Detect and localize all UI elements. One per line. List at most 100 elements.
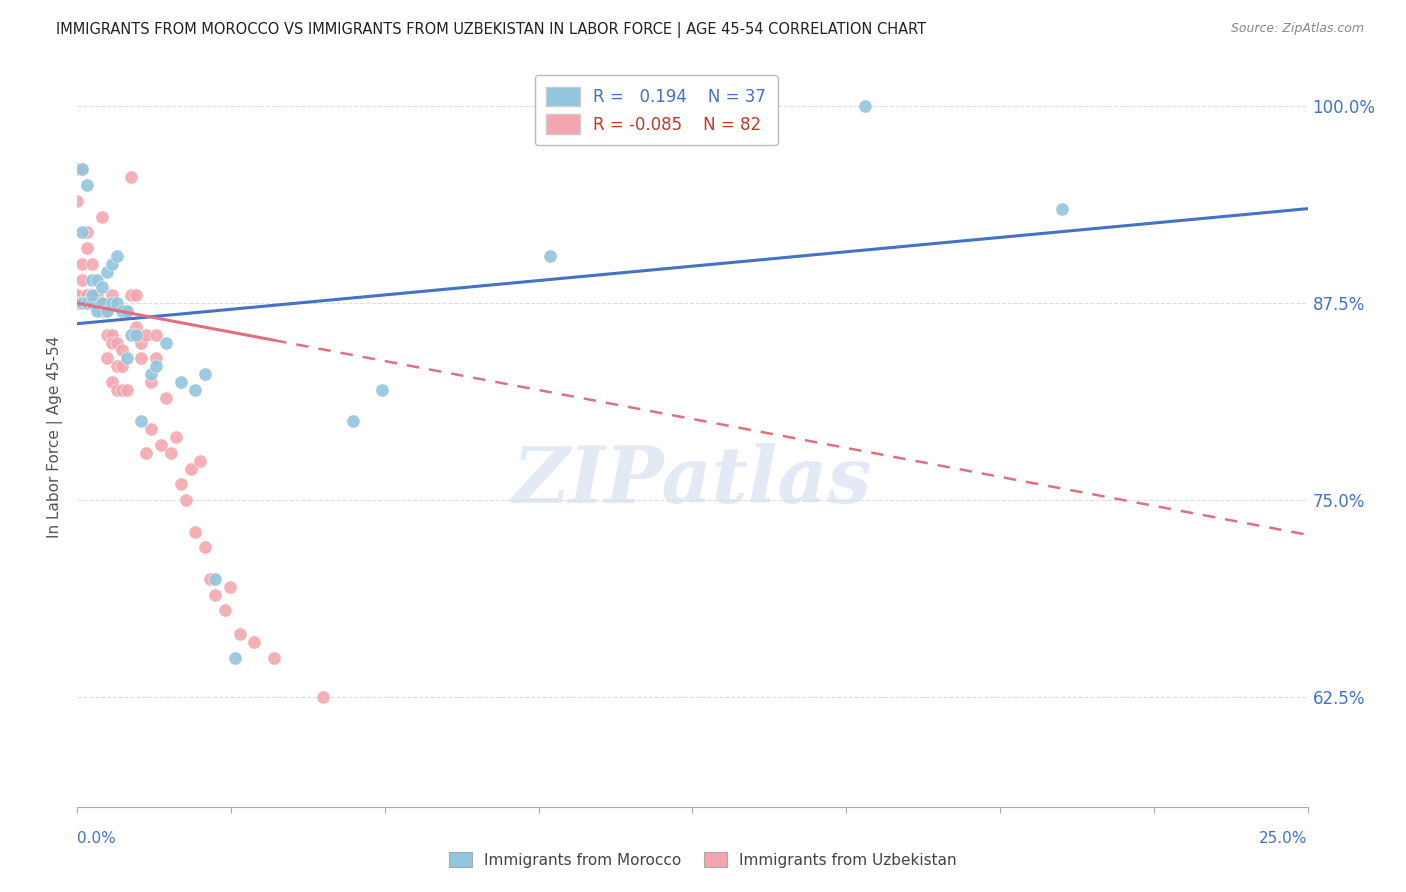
Point [174, 493, 197, 508]
Point [105, 335, 128, 350]
Text: ZIPatlas: ZIPatlas [513, 443, 872, 520]
Point [228, 627, 252, 641]
Point [150, 438, 173, 452]
Legend: Immigrants from Morocco, Immigrants from Uzbekistan: Immigrants from Morocco, Immigrants from… [441, 844, 965, 875]
Point [121, 327, 143, 342]
Point [70, 162, 93, 177]
Point [121, 288, 143, 302]
Point [82, 288, 104, 302]
Point [66, 288, 89, 302]
Point [90, 296, 114, 310]
Point [125, 319, 148, 334]
Point [76, 241, 98, 255]
Point [115, 304, 138, 318]
Point [90, 304, 114, 318]
Point [82, 288, 104, 302]
Point [96, 265, 118, 279]
Point [82, 257, 104, 271]
Point [371, 383, 394, 397]
Point [155, 335, 177, 350]
Point [70, 257, 93, 271]
Point [76, 296, 98, 310]
Point [141, 367, 163, 381]
Point [76, 178, 98, 192]
Point [66, 288, 89, 302]
Point [96, 304, 118, 318]
Point [115, 351, 138, 366]
Point [111, 304, 132, 318]
Point [105, 359, 128, 374]
Point [263, 650, 285, 665]
Point [170, 477, 193, 491]
Point [96, 327, 118, 342]
Point [141, 375, 163, 389]
Point [90, 296, 114, 310]
Point [194, 541, 217, 555]
Point [129, 335, 153, 350]
Point [82, 272, 104, 286]
Point [194, 367, 217, 381]
Point [76, 296, 98, 310]
Text: Source: ZipAtlas.com: Source: ZipAtlas.com [1230, 22, 1364, 36]
Point [853, 99, 876, 113]
Point [70, 296, 93, 310]
Text: 0.0%: 0.0% [77, 831, 117, 847]
Point [70, 162, 93, 177]
Point [86, 296, 108, 310]
Point [70, 296, 93, 310]
Point [101, 257, 124, 271]
Point [111, 359, 132, 374]
Point [66, 162, 89, 177]
Point [66, 296, 89, 310]
Point [82, 296, 104, 310]
Point [70, 296, 93, 310]
Point [125, 327, 148, 342]
Point [135, 446, 157, 460]
Point [90, 296, 114, 310]
Point [86, 304, 108, 318]
Point [115, 304, 138, 318]
Point [135, 327, 157, 342]
Point [76, 296, 98, 310]
Point [101, 335, 124, 350]
Point [224, 650, 246, 665]
Point [90, 304, 114, 318]
Point [165, 430, 187, 444]
Point [76, 296, 98, 310]
Point [86, 272, 108, 286]
Y-axis label: In Labor Force | Age 45-54: In Labor Force | Age 45-54 [48, 336, 63, 538]
Point [101, 296, 124, 310]
Point [125, 327, 148, 342]
Point [82, 296, 104, 310]
Point [76, 288, 98, 302]
Point [538, 249, 561, 263]
Point [105, 383, 128, 397]
Point [342, 414, 364, 428]
Point [204, 572, 226, 586]
Legend: R =   0.194    N = 37, R = -0.085    N = 82: R = 0.194 N = 37, R = -0.085 N = 82 [534, 75, 778, 145]
Point [219, 580, 242, 594]
Point [101, 327, 124, 342]
Point [86, 296, 108, 310]
Point [204, 588, 226, 602]
Text: 25.0%: 25.0% [1260, 831, 1308, 847]
Point [129, 414, 153, 428]
Point [66, 288, 89, 302]
Text: IMMIGRANTS FROM MOROCCO VS IMMIGRANTS FROM UZBEKISTAN IN LABOR FORCE | AGE 45-54: IMMIGRANTS FROM MOROCCO VS IMMIGRANTS FR… [56, 22, 927, 38]
Point [86, 288, 108, 302]
Point [180, 461, 202, 475]
Point [82, 296, 104, 310]
Point [121, 170, 143, 185]
Point [70, 225, 93, 239]
Point [200, 572, 222, 586]
Point [1050, 202, 1073, 216]
Point [111, 343, 132, 358]
Point [70, 272, 93, 286]
Point [188, 453, 212, 467]
Point [90, 210, 114, 224]
Point [96, 351, 118, 366]
Point [70, 296, 93, 310]
Point [66, 194, 89, 208]
Point [96, 304, 118, 318]
Point [125, 288, 148, 302]
